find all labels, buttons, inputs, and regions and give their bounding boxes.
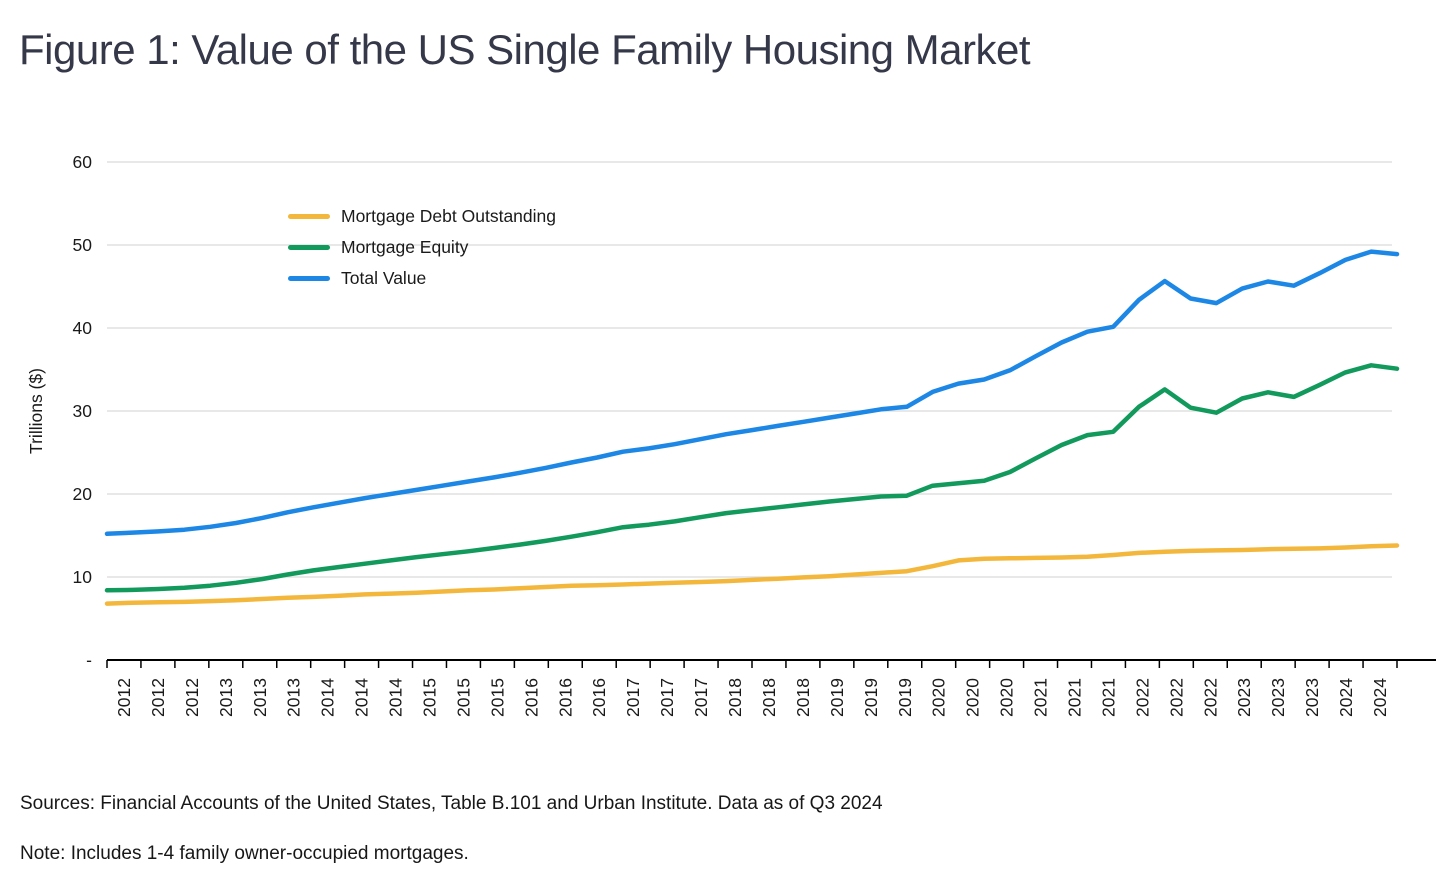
x-axis-tick-label: 2013	[284, 678, 304, 717]
x-axis-tick-label: 2015	[487, 678, 507, 717]
x-axis-tick-label: 2013	[216, 678, 236, 717]
legend-swatch-icon	[288, 244, 330, 250]
x-axis-tick-label: 2012	[114, 678, 134, 717]
x-axis-tick-label: 2014	[352, 678, 372, 717]
legend-label: Mortgage Debt Outstanding	[341, 205, 556, 226]
y-axis-tick-label: 40	[73, 318, 93, 338]
legend-row: Mortgage Equity	[288, 236, 556, 258]
legend-label: Mortgage Equity	[341, 236, 469, 257]
x-axis-tick-label: 2022	[1166, 678, 1186, 717]
x-axis-tick-label: 2021	[1031, 678, 1051, 717]
x-axis-tick-label: 2020	[963, 678, 983, 717]
x-axis-tick-label: 2016	[555, 678, 575, 717]
note-text: Note: Includes 1-4 family owner-occupied…	[20, 843, 469, 864]
legend-swatch-icon	[288, 275, 330, 281]
y-axis-tick-label: 30	[73, 401, 93, 421]
series-line-mortgage-equity	[104, 363, 1400, 593]
x-axis-tick-label: 2022	[1132, 678, 1152, 717]
x-axis-tick-label: 2020	[929, 678, 949, 717]
legend-row: Total Value	[288, 267, 556, 289]
sources-text: Sources: Financial Accounts of the Unite…	[20, 793, 883, 814]
x-axis-tick-label: 2022	[1200, 678, 1220, 717]
series-line-total-value	[104, 249, 1400, 537]
y-axis-title: Trillions ($)	[26, 368, 46, 454]
y-axis-tick-label: 60	[73, 152, 93, 172]
x-axis-tick-label: 2016	[589, 678, 609, 717]
x-axis-tick-label: 2014	[318, 678, 338, 717]
x-axis-tick-label: 2023	[1268, 678, 1288, 717]
legend-row: Mortgage Debt Outstanding	[288, 205, 556, 227]
series-line-mortgage-debt-outstanding	[104, 543, 1400, 606]
x-axis-tick-label: 2019	[827, 678, 847, 717]
y-axis-tick-label: 20	[73, 484, 93, 504]
x-axis-tick-label: 2023	[1234, 678, 1254, 717]
legend-label: Total Value	[341, 267, 427, 288]
x-axis-tick-label: 2015	[453, 678, 473, 717]
x-axis-tick-label: 2017	[623, 678, 643, 717]
x-axis-tick-label: 2013	[250, 678, 270, 717]
x-axis-tick-label: 2017	[691, 678, 711, 717]
x-axis-tick-label: 2012	[148, 678, 168, 717]
x-axis-tick-label: 2024	[1370, 678, 1390, 717]
x-axis-tick-label: 2021	[1098, 678, 1118, 717]
x-axis-tick-label: 2018	[793, 678, 813, 717]
x-axis-tick-label: 2019	[861, 678, 881, 717]
x-axis-tick-label: 2016	[521, 678, 541, 717]
legend-swatch-icon	[288, 213, 330, 219]
x-axis-tick-label: 2024	[1336, 678, 1356, 717]
x-axis-tick-label: 2019	[895, 678, 915, 717]
x-axis-tick-label: 2020	[997, 678, 1017, 717]
x-axis-tick-label: 2018	[725, 678, 745, 717]
x-axis-tick-label: 2014	[386, 678, 406, 717]
y-axis-tick-label: 50	[73, 235, 93, 255]
y-axis-tick-label: 10	[73, 567, 93, 587]
x-axis-tick-label: 2015	[420, 678, 440, 717]
page-title: Figure 1: Value of the US Single Family …	[19, 26, 1031, 73]
x-axis-tick-label: 2017	[657, 678, 677, 717]
chart-legend: Mortgage Debt Outstanding Mortgage Equity…	[288, 205, 556, 289]
x-axis-tick-label: 2018	[759, 678, 779, 717]
x-axis-tick-label: 2012	[182, 678, 202, 717]
x-axis-tick-label: 2023	[1302, 678, 1322, 717]
x-axis-tick-label: 2021	[1065, 678, 1085, 717]
y-axis-tick-label: -	[86, 650, 92, 670]
